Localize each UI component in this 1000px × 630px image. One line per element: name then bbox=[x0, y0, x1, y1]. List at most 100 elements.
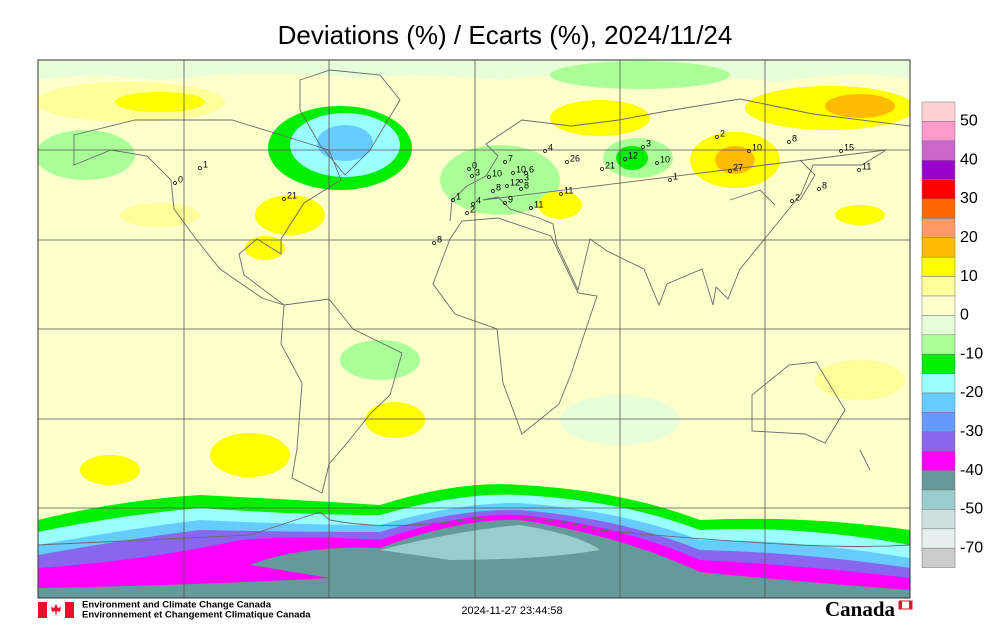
footer: Environment and Climate Change Canada En… bbox=[38, 597, 913, 621]
legend-label: 50 bbox=[960, 113, 978, 130]
legend-swatch bbox=[921, 489, 956, 510]
station-value: 4 bbox=[476, 195, 481, 205]
station-value: 3 bbox=[646, 138, 651, 148]
legend-swatch bbox=[921, 392, 956, 413]
legend-swatch bbox=[921, 334, 956, 355]
station-dot bbox=[503, 160, 507, 164]
station-dot bbox=[715, 135, 719, 139]
legend-swatch bbox=[921, 101, 956, 122]
station-dot bbox=[467, 167, 471, 171]
legend-swatch bbox=[921, 179, 956, 200]
legend-label: 10 bbox=[960, 268, 978, 285]
legend-swatch bbox=[921, 528, 956, 549]
station-value: 26 bbox=[570, 153, 580, 163]
legend-label: -30 bbox=[960, 423, 983, 440]
station-dot bbox=[543, 149, 547, 153]
legend-label: 20 bbox=[960, 229, 978, 246]
legend-label: -50 bbox=[960, 501, 983, 518]
legend-swatch bbox=[921, 547, 956, 568]
station-value: 2 bbox=[720, 128, 725, 138]
station-dot bbox=[524, 171, 528, 175]
station-value: 1 bbox=[203, 159, 208, 169]
station-dot bbox=[491, 189, 495, 193]
legend-swatch bbox=[921, 276, 956, 297]
station-value: 8 bbox=[524, 180, 529, 190]
legend-swatch bbox=[921, 431, 956, 452]
station-dot bbox=[787, 140, 791, 144]
legend-swatch bbox=[921, 315, 956, 336]
legend-label: -40 bbox=[960, 462, 983, 479]
station-dot bbox=[790, 199, 794, 203]
station-dot bbox=[487, 175, 491, 179]
legend-swatch bbox=[921, 509, 956, 530]
legend-swatch bbox=[921, 121, 956, 142]
legend: 50 40 30 20 10 0 -10 -20 -30 -40 -50 -70 bbox=[921, 101, 983, 568]
station-dot bbox=[173, 181, 177, 185]
station-value: 8 bbox=[792, 133, 797, 143]
station-value: 15 bbox=[844, 142, 854, 152]
station-value: 7 bbox=[508, 153, 513, 163]
legend-swatch bbox=[921, 237, 956, 258]
wordmark: Canada bbox=[825, 597, 896, 621]
station-dot bbox=[728, 169, 732, 173]
legend-swatch bbox=[921, 295, 956, 316]
station-value: 4 bbox=[548, 142, 553, 152]
station-value: 12 bbox=[510, 177, 520, 187]
agency-fr: Environnement et Changement Climatique C… bbox=[82, 610, 311, 621]
graticule bbox=[37, 59, 911, 599]
station-dot bbox=[623, 157, 627, 161]
station-dot bbox=[471, 202, 475, 206]
station-dot bbox=[432, 241, 436, 245]
legend-label: 30 bbox=[960, 190, 978, 207]
station-value: 27 bbox=[733, 162, 743, 172]
station-value: 11 bbox=[564, 185, 573, 195]
station-value: 11 bbox=[862, 161, 871, 171]
legend-label: 0 bbox=[960, 307, 969, 324]
station-dot bbox=[198, 166, 202, 170]
legend-label: 40 bbox=[960, 151, 978, 168]
station-value: 6 bbox=[529, 164, 534, 174]
legend-swatch bbox=[921, 353, 956, 374]
station-dot bbox=[839, 149, 843, 153]
station-dot bbox=[655, 161, 659, 165]
station-dot bbox=[817, 187, 821, 191]
timestamp: 2024-11-27 23:44:58 bbox=[461, 605, 562, 617]
legend-label: -70 bbox=[960, 539, 983, 556]
legend-swatch bbox=[921, 218, 956, 239]
station-value: 8 bbox=[496, 182, 501, 192]
station-dot bbox=[519, 187, 523, 191]
station-value: 2 bbox=[795, 192, 800, 202]
station-value: 12 bbox=[628, 150, 638, 160]
station-value: 10 bbox=[660, 154, 670, 164]
station-value: 2 bbox=[470, 204, 475, 214]
title: Deviations (%) / Ecarts (%), 2024/11/24 bbox=[278, 20, 733, 50]
station-dot bbox=[470, 174, 474, 178]
station-value: 8 bbox=[822, 180, 827, 190]
station-value: 1 bbox=[673, 171, 678, 181]
legend-label: -20 bbox=[960, 384, 983, 401]
station-value: 11 bbox=[534, 199, 543, 209]
station-dot bbox=[282, 197, 286, 201]
station-value: 9 bbox=[508, 194, 513, 204]
legend-swatch bbox=[921, 373, 956, 394]
station-dot bbox=[857, 168, 861, 172]
station-dot bbox=[519, 179, 523, 183]
legend-swatch bbox=[921, 450, 956, 471]
legend-swatch bbox=[921, 198, 956, 219]
station-value: 1 bbox=[456, 191, 461, 201]
station-value: 10 bbox=[492, 168, 502, 178]
station-dot bbox=[505, 184, 509, 188]
station-dot bbox=[529, 206, 533, 210]
station-dot bbox=[559, 192, 563, 196]
station-dot bbox=[668, 178, 672, 182]
station-dot bbox=[451, 198, 455, 202]
station-dot bbox=[600, 167, 604, 171]
legend-swatch bbox=[921, 256, 956, 277]
station-dot bbox=[503, 201, 507, 205]
station-dot bbox=[565, 160, 569, 164]
legend-swatch bbox=[921, 140, 956, 161]
station-dot bbox=[465, 211, 469, 215]
